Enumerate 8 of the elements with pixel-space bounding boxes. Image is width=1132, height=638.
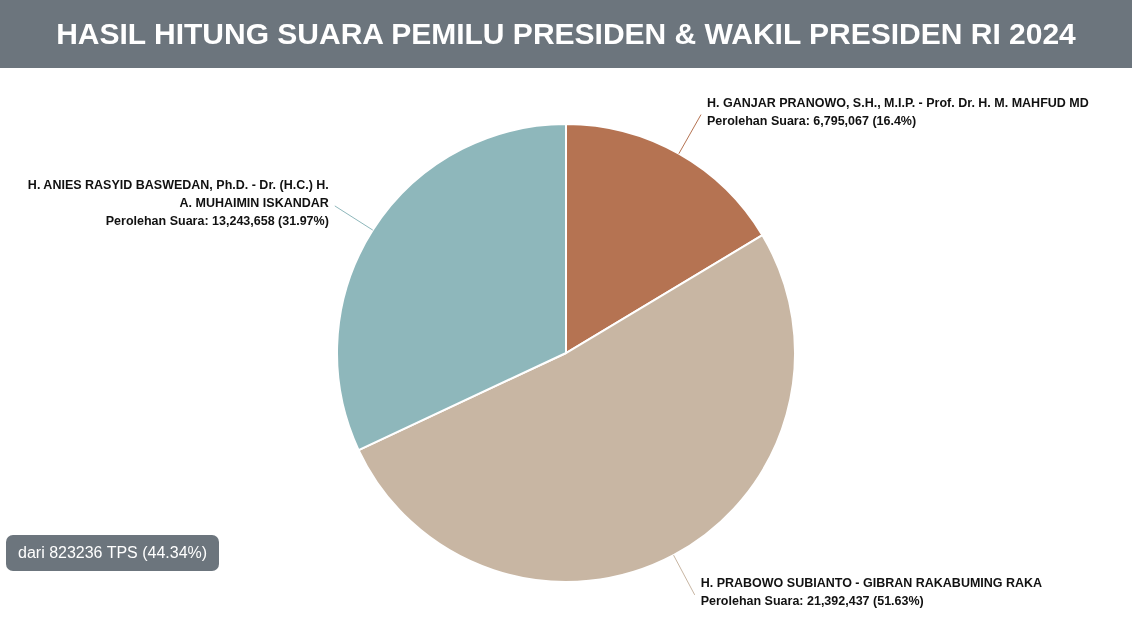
data-label: Perolehan Suara: 13,243,658 (31.97%) <box>105 213 329 228</box>
text: dari 823236 TPS (44.34%) <box>6 535 220 571</box>
slice-label: H. GANJAR PRANOWO, S.H., M.I.P. - Prof. Dr. H. M. MAHFUD MD <box>707 95 1089 110</box>
data-label: Perolehan Suara: 6,795,067 (16.4%) <box>707 113 917 128</box>
data-label: Perolehan Suara: 21,392,437 (51.63%) <box>700 593 924 608</box>
slice-label: H. PRABOWO SUBIANTO - GIBRAN RAKABUMING RAKA <box>700 575 1043 590</box>
slice-label: H. ANIES RASYID BASWEDAN, Ph.D. - Dr. (H.C.) H. A. MUHAIMIN ISKANDAR <box>27 177 329 210</box>
chart-title: HASIL HITUNG SUARA PEMILU PRESIDEN & WAKIL PRESIDEN RI 2024 <box>0 0 1132 68</box>
